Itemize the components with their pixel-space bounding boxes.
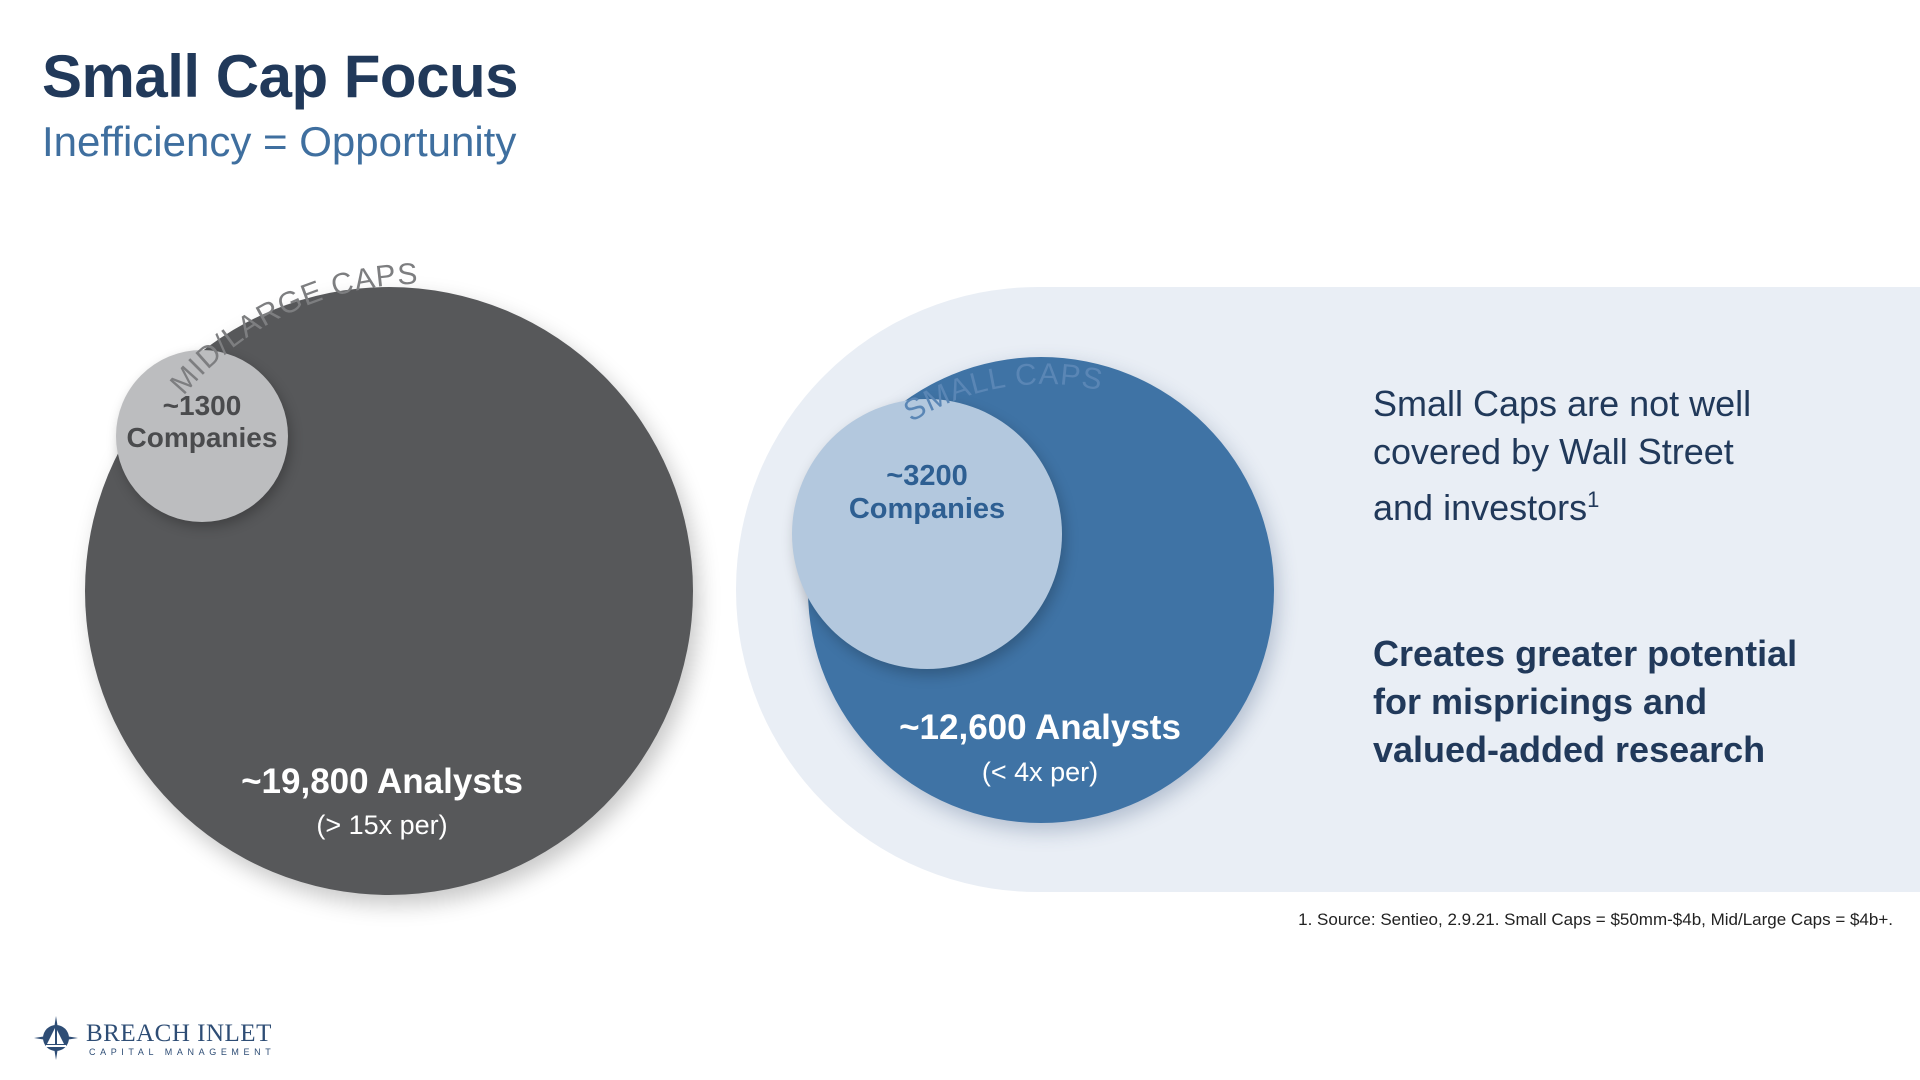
slide-subtitle: Inefficiency = Opportunity <box>42 118 517 165</box>
coverage-line-2: covered by Wall Street <box>1373 431 1734 472</box>
small-caps-arc-label: SMALL CAPS <box>898 358 1105 428</box>
logo-tagline: CAPITAL MANAGEMENT <box>89 1047 276 1057</box>
mid-large-companies-text: ~1300 Companies <box>116 390 288 454</box>
small-companies-label: Companies <box>848 493 1006 526</box>
source-footnote: 1. Source: Sentieo, 2.9.21. Small Caps =… <box>1298 910 1893 929</box>
potential-line-3: valued-added research <box>1373 729 1766 770</box>
small-companies-circle <box>792 399 1062 669</box>
company-logo: BREACH INLET CAPITAL MANAGEMENT <box>34 1014 294 1064</box>
small-ratio: (< 4x per) <box>981 757 1099 787</box>
slide-title: Small Cap Focus <box>42 43 518 110</box>
mid-large-analysts: ~19,800 Analysts <box>241 762 523 801</box>
small-companies-count: ~3200 <box>886 460 968 492</box>
svg-text:MID/LARGE CAPS: MID/LARGE CAPS <box>164 258 419 401</box>
logo-name: BREACH INLET <box>86 1020 272 1047</box>
potential-line-2: for mispricings and <box>1373 681 1708 722</box>
potential-message: Creates greater potential for mispricing… <box>1373 630 1893 774</box>
coverage-line-1: Small Caps are not well <box>1373 383 1752 424</box>
coverage-message: Small Caps are not well covered by Wall … <box>1373 380 1893 532</box>
svg-text:SMALL CAPS: SMALL CAPS <box>898 358 1106 428</box>
mid-large-caps-arc-label: MID/LARGE CAPS <box>164 258 418 401</box>
small-analysts: ~12,600 Analysts <box>899 708 1181 747</box>
small-companies-text: ~3200 Companies <box>792 460 1062 527</box>
mid-large-companies-count: ~1300 <box>162 390 242 421</box>
potential-line-1: Creates greater potential <box>1373 633 1798 674</box>
coverage-line-3: and investors <box>1373 487 1588 528</box>
mid-large-ratio: (> 15x per) <box>316 810 448 840</box>
footnote-reference: 1 <box>1587 487 1600 512</box>
compass-sailboat-icon <box>34 1016 78 1060</box>
mid-large-companies-circle <box>116 350 288 522</box>
mid-large-companies-label: Companies <box>126 422 278 454</box>
